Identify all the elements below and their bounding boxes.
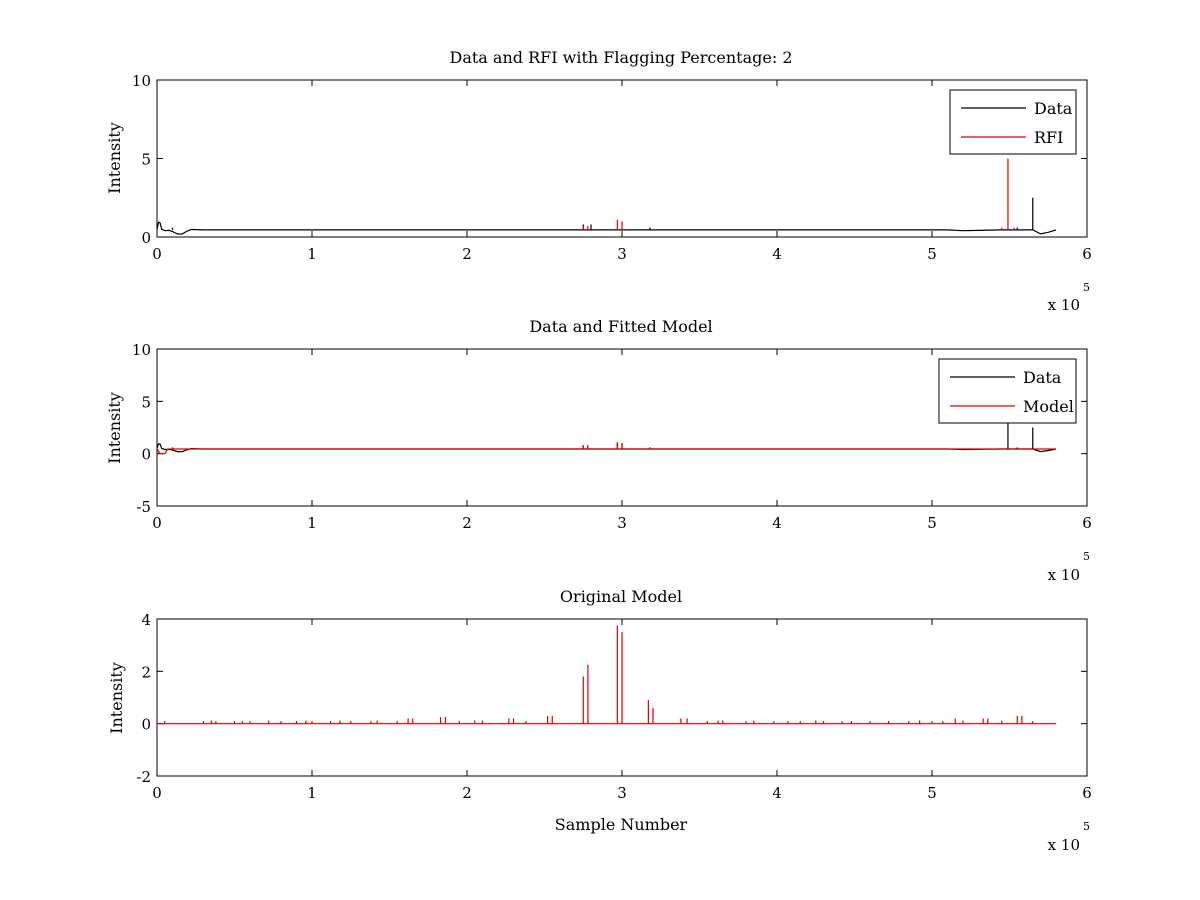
panel-original-xtick-label: 5 xyxy=(927,784,937,802)
panel-model-ytick-label: 10 xyxy=(132,341,151,359)
panel-rfi-xtick-label: 3 xyxy=(617,245,627,263)
panel-rfi-xtick-label: 4 xyxy=(772,245,782,263)
panel-model-xtick-label: 3 xyxy=(617,514,627,532)
panel-model-ylabel: Intensity xyxy=(105,392,124,464)
panel-rfi-x-multiplier: x 10 5 xyxy=(1048,281,1090,314)
panel-rfi-series-data-line xyxy=(156,221,1057,235)
panel-rfi-ytick-label: 5 xyxy=(141,151,151,169)
panel-model: Data and Fitted Model Intensity 0 1 2 3 4 5 6 -… xyxy=(105,317,1092,584)
panel-rfi-legend: Data RFI xyxy=(949,89,1077,155)
panel-rfi-ytick-label: 0 xyxy=(141,229,151,247)
panel-original-ytick-label: -2 xyxy=(136,768,151,786)
panel-model-ytick-label: 0 xyxy=(141,446,151,464)
panel-model-x-multiplier-exponent: 5 xyxy=(1083,550,1090,563)
panel-model-xtick-label: 5 xyxy=(927,514,937,532)
panel-rfi-plot: 0 1 2 3 4 5 6 0 5 10 Data RFI xyxy=(132,72,1092,263)
panel-model-legend-label: Data xyxy=(1023,368,1062,387)
panel-rfi-title: Data and RFI with Flagging Percentage: 2 xyxy=(449,48,792,67)
panel-rfi-xtick-label: 2 xyxy=(462,245,472,263)
panel-model-xtick-label: 1 xyxy=(307,514,317,532)
panel-model-ytick-label: -5 xyxy=(136,498,151,516)
panel-rfi-legend-box xyxy=(949,89,1077,155)
panel-rfi-x-multiplier-exponent: 5 xyxy=(1083,281,1090,294)
panel-original-x-multiplier: x 10 5 xyxy=(1048,820,1090,854)
panel-original-ytick-label: 4 xyxy=(141,611,151,629)
panel-model-ytick-label: 5 xyxy=(141,393,151,411)
panel-rfi-xtick-label: 1 xyxy=(307,245,317,263)
panel-original-ytick-label: 0 xyxy=(141,716,151,734)
panel-model-series-model-line xyxy=(156,448,1056,455)
panel-original-x-multiplier-exponent: 5 xyxy=(1083,820,1090,833)
panel-original-xtick-label: 4 xyxy=(772,784,782,802)
panel-original-ytick-label: 2 xyxy=(141,663,151,681)
panel-original-x-multiplier-base: x 10 xyxy=(1048,836,1080,854)
panel-model-xtick-label: 6 xyxy=(1082,514,1092,532)
panel-rfi: Data and RFI with Flagging Percentage: 2… xyxy=(105,48,1092,314)
panel-model-x-multiplier-base: x 10 xyxy=(1048,566,1080,584)
panel-rfi-x-multiplier-base: x 10 xyxy=(1048,296,1080,314)
panel-model-xtick-label: 4 xyxy=(772,514,782,532)
panel-model-xtick-label: 2 xyxy=(462,514,472,532)
panel-original-xlabel: Sample Number xyxy=(555,815,688,834)
panel-rfi-xtick-label: 5 xyxy=(927,245,937,263)
panel-original-ylabel: Intensity xyxy=(107,662,126,734)
panel-original-xtick-label: 6 xyxy=(1082,784,1092,802)
panel-rfi-ytick-label: 10 xyxy=(132,72,151,90)
panel-model-legend-box xyxy=(938,358,1077,424)
panel-rfi-legend-label: Data xyxy=(1034,99,1073,118)
panel-rfi-legend-label: RFI xyxy=(1034,128,1063,147)
panel-original-xtick-label: 2 xyxy=(462,784,472,802)
panel-model-title: Data and Fitted Model xyxy=(529,317,712,336)
panel-model-x-multiplier: x 10 5 xyxy=(1048,550,1090,584)
panel-original-title: Original Model xyxy=(560,587,682,606)
panel-model-xtick-label: 0 xyxy=(152,514,162,532)
panel-rfi-ylabel: Intensity xyxy=(105,122,124,194)
panel-model-legend-label: Model xyxy=(1023,397,1074,416)
panel-model-legend: Data Model xyxy=(938,358,1077,424)
panel-rfi-xtick-label: 6 xyxy=(1082,245,1092,263)
panel-rfi-xtick-label: 0 xyxy=(152,245,162,263)
panel-original-xtick-label: 3 xyxy=(617,784,627,802)
panel-original-xtick-label: 0 xyxy=(152,784,162,802)
panel-original-xtick-label: 1 xyxy=(307,784,317,802)
